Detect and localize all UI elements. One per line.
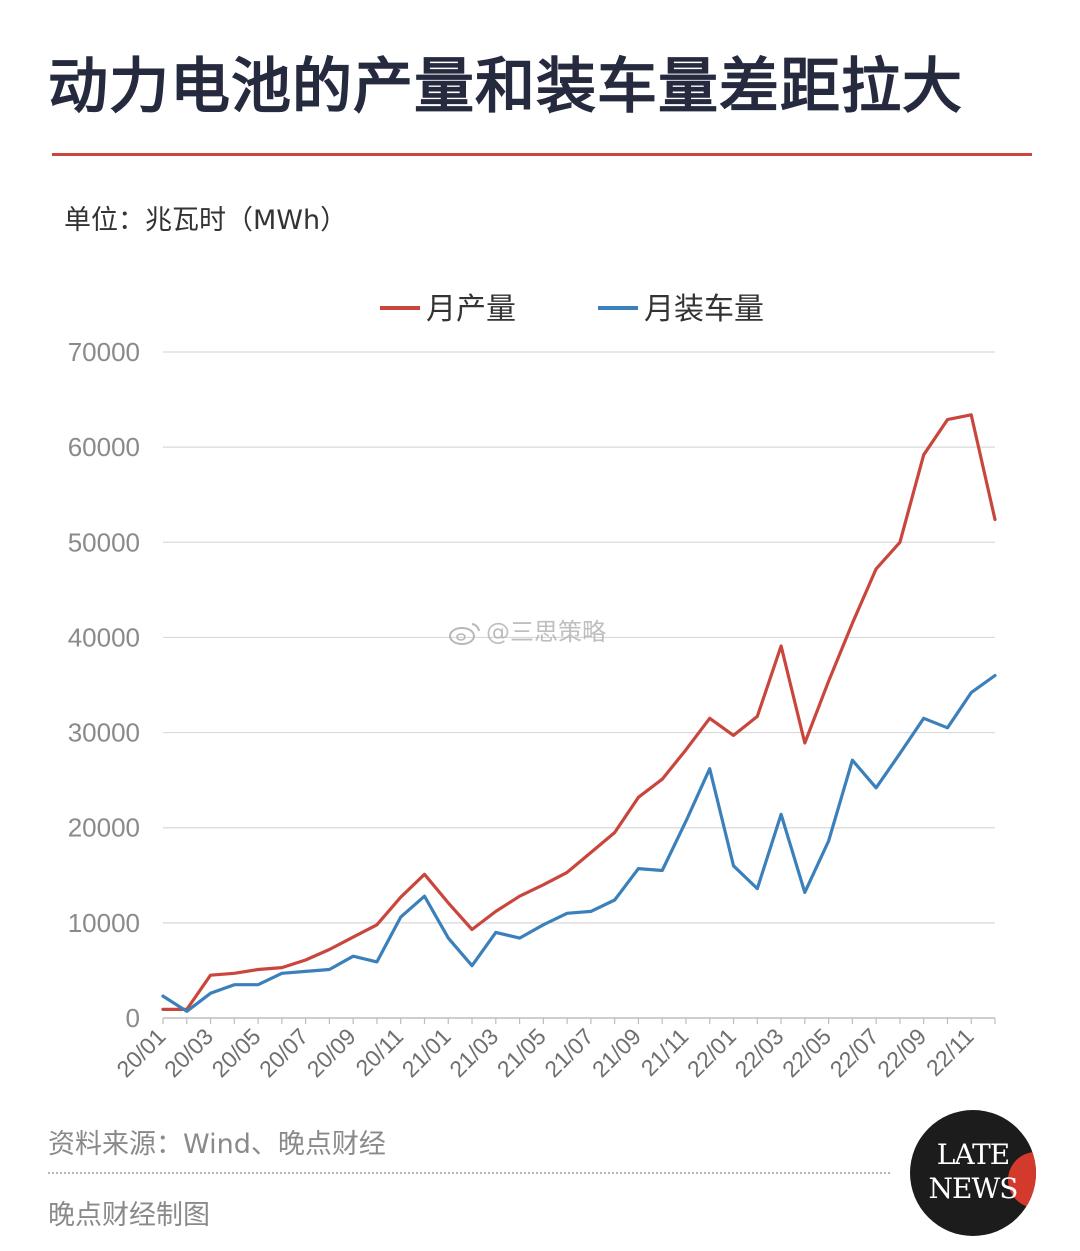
- x-tick-label: 22/07: [825, 1023, 884, 1082]
- logo-text-news: NEWS: [928, 1172, 1019, 1205]
- series-line-production: [161, 413, 997, 1012]
- x-tick-label: 21/05: [492, 1023, 551, 1082]
- x-tick-label: 22/05: [777, 1023, 836, 1082]
- x-tick-label: 20/03: [159, 1023, 218, 1082]
- x-tick-label: 20/07: [254, 1023, 313, 1082]
- x-tick-label: 22/11: [921, 1023, 979, 1081]
- x-tick-label: 21/07: [539, 1023, 598, 1082]
- watermark: @三思策略: [448, 612, 606, 647]
- late-news-logo: LATE NEWS: [910, 1110, 1036, 1236]
- chart-credit: 晚点财经制图: [48, 1200, 210, 1231]
- logo-text-late: LATE: [936, 1138, 1010, 1171]
- watermark-text: @三思策略: [486, 618, 606, 646]
- chart-title: 动力电池的产量和装车量差距拉大: [48, 52, 963, 122]
- y-tick-label: 50000: [68, 527, 140, 557]
- x-tick-label: 21/11: [636, 1023, 694, 1081]
- x-tick-label: 21/09: [587, 1023, 646, 1082]
- x-tick-label: 21/03: [444, 1023, 503, 1082]
- x-tick-label: 20/01: [111, 1023, 170, 1082]
- data-source: 资料来源：Wind、晚点财经: [48, 1129, 386, 1160]
- y-tick-label: 60000: [68, 432, 140, 462]
- weibo-icon: [449, 623, 480, 645]
- x-tick-label: 20/11: [350, 1023, 408, 1081]
- y-tick-label: 0: [126, 1003, 140, 1033]
- title-divider: [52, 153, 1032, 156]
- series-lines: [161, 413, 997, 1013]
- y-tick-label: 10000: [68, 908, 140, 938]
- legend-label: 月产量: [426, 292, 516, 327]
- x-tick-label: 22/03: [730, 1023, 789, 1082]
- legend: 月产量 月装车量: [380, 292, 764, 327]
- y-tick-labels: 0 10000 20000 30000 40000 50000 60000 70000: [68, 337, 140, 1033]
- x-axis: [162, 1017, 996, 1024]
- x-tick-label: 21/01: [397, 1023, 456, 1082]
- x-tick-label: 22/01: [682, 1023, 741, 1082]
- y-tick-label: 20000: [68, 813, 140, 843]
- y-tick-label: 30000: [68, 718, 140, 748]
- gridlines: [163, 351, 995, 924]
- y-tick-label: 70000: [68, 337, 140, 367]
- unit-label: 单位：兆瓦时（MWh）: [64, 205, 348, 236]
- x-tick-labels: 20/0120/0320/0520/0720/0920/1121/0121/03…: [111, 1023, 978, 1082]
- y-tick-label: 40000: [68, 622, 140, 652]
- x-tick-label: 20/05: [207, 1023, 266, 1082]
- series-line-installed: [161, 673, 997, 1013]
- x-tick-label: 20/09: [302, 1023, 361, 1082]
- x-tick-label: 22/09: [872, 1023, 931, 1082]
- footer-divider: [48, 1172, 890, 1174]
- legend-label: 月装车量: [644, 292, 764, 327]
